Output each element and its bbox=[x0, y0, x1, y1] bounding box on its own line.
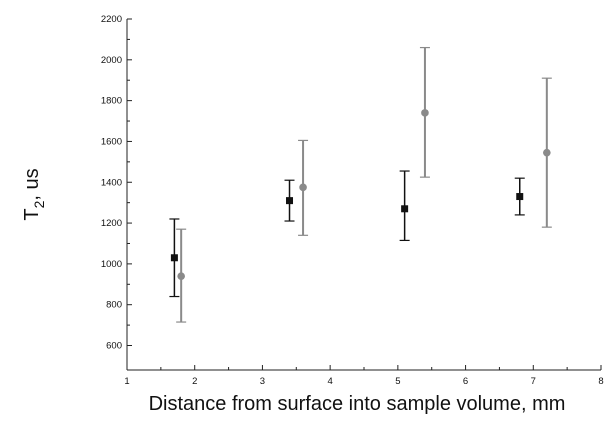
y-tick-label: 2000 bbox=[101, 55, 122, 66]
data-point bbox=[516, 193, 524, 201]
data-point bbox=[177, 272, 185, 280]
y-axis-title-subscript: 2 bbox=[31, 200, 47, 208]
y-axis-ticks: 600 800 1000 1200 1400 1600 1800 2000 2200 bbox=[101, 14, 132, 352]
x-tick-label: 3 bbox=[260, 376, 265, 387]
y-tick-label: 1800 bbox=[101, 96, 122, 107]
axes bbox=[126, 19, 601, 371]
data-point bbox=[299, 183, 307, 192]
y-axis-title-main: T bbox=[21, 208, 43, 220]
y-tick-label: 2200 bbox=[101, 14, 122, 25]
x-axis-ticks: 1 2 3 4 5 6 7 8 bbox=[124, 365, 604, 387]
x-tick-label: 7 bbox=[531, 376, 536, 387]
data-point bbox=[401, 205, 409, 213]
y-tick-label: 600 bbox=[106, 341, 122, 352]
data-point bbox=[543, 148, 551, 157]
data-point bbox=[286, 197, 294, 205]
data-point bbox=[170, 254, 178, 262]
y-tick-label: 1600 bbox=[101, 136, 122, 147]
x-tick-label: 8 bbox=[598, 376, 603, 387]
x-tick-label: 6 bbox=[463, 376, 468, 387]
data-point bbox=[421, 109, 429, 117]
x-tick-label: 4 bbox=[327, 376, 332, 387]
x-tick-label: 1 bbox=[124, 376, 129, 387]
y-axis-title-unit: , us bbox=[21, 168, 43, 200]
series-2 bbox=[176, 46, 552, 323]
y-tick-label: 1200 bbox=[101, 218, 122, 229]
x-axis-title: Distance from surface into sample volume… bbox=[149, 393, 566, 415]
y-tick-label: 1000 bbox=[101, 259, 122, 270]
y-axis-title: T2, us bbox=[21, 168, 47, 220]
y-tick-label: 1400 bbox=[101, 177, 122, 188]
y-tick-label: 800 bbox=[106, 300, 122, 311]
x-tick-label: 2 bbox=[192, 376, 197, 387]
series-1 bbox=[169, 170, 525, 298]
series-layer bbox=[169, 46, 552, 323]
x-tick-label: 5 bbox=[395, 376, 400, 387]
